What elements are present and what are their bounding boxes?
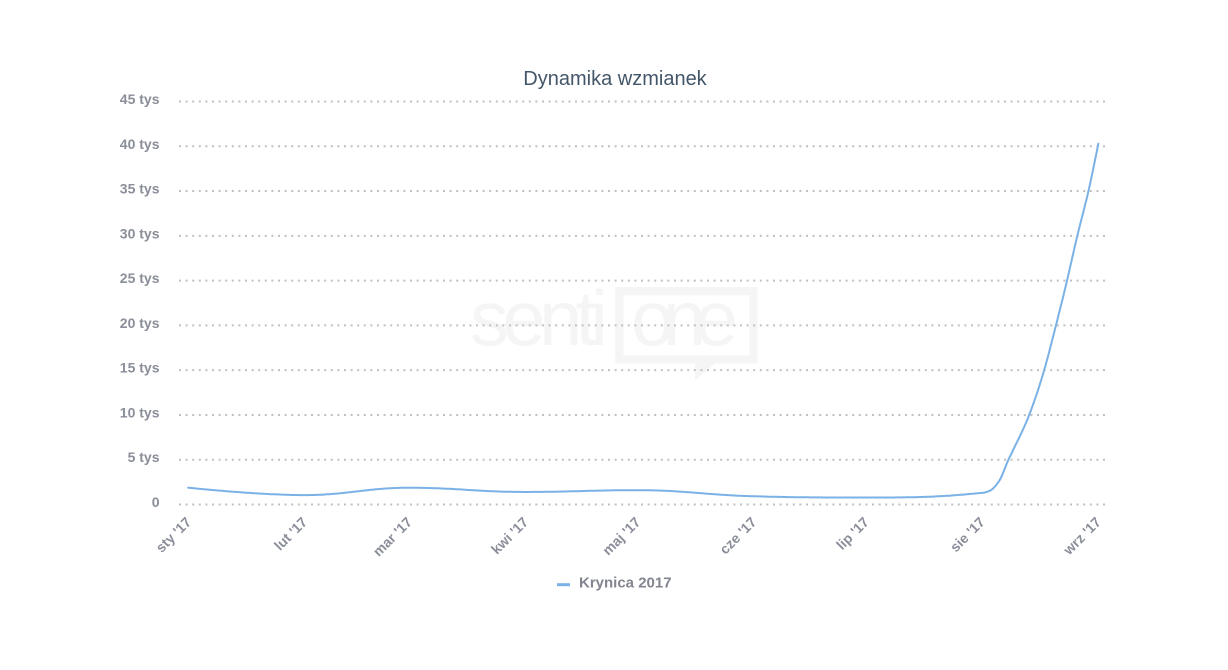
- svg-text:30 tys: 30 tys: [120, 225, 160, 241]
- svg-text:5 tys: 5 tys: [128, 449, 160, 465]
- svg-text:20 tys: 20 tys: [120, 315, 160, 331]
- svg-text:senti: senti: [470, 274, 608, 362]
- svg-text:25 tys: 25 tys: [120, 270, 160, 286]
- svg-text:40 tys: 40 tys: [120, 136, 160, 152]
- svg-text:mar '17: mar '17: [370, 514, 416, 560]
- svg-text:10 tys: 10 tys: [120, 404, 160, 420]
- svg-text:35 tys: 35 tys: [120, 181, 160, 197]
- svg-text:15 tys: 15 tys: [120, 360, 160, 376]
- svg-text:lut '17: lut '17: [271, 514, 311, 554]
- svg-text:sie '17: sie '17: [947, 514, 988, 555]
- svg-text:lip '17: lip '17: [833, 514, 872, 553]
- svg-text:45 tys: 45 tys: [120, 91, 160, 107]
- svg-text:wrz '17: wrz '17: [1059, 514, 1104, 559]
- svg-text:maj '17: maj '17: [599, 514, 644, 559]
- svg-text:sty '17: sty '17: [152, 514, 194, 556]
- svg-text:kwi '17: kwi '17: [488, 514, 532, 558]
- svg-text:cze '17: cze '17: [716, 514, 760, 558]
- svg-text:Krynica 2017: Krynica 2017: [579, 575, 672, 592]
- svg-text:0: 0: [152, 494, 160, 510]
- svg-text:Dynamika wzmianek: Dynamika wzmianek: [523, 68, 707, 90]
